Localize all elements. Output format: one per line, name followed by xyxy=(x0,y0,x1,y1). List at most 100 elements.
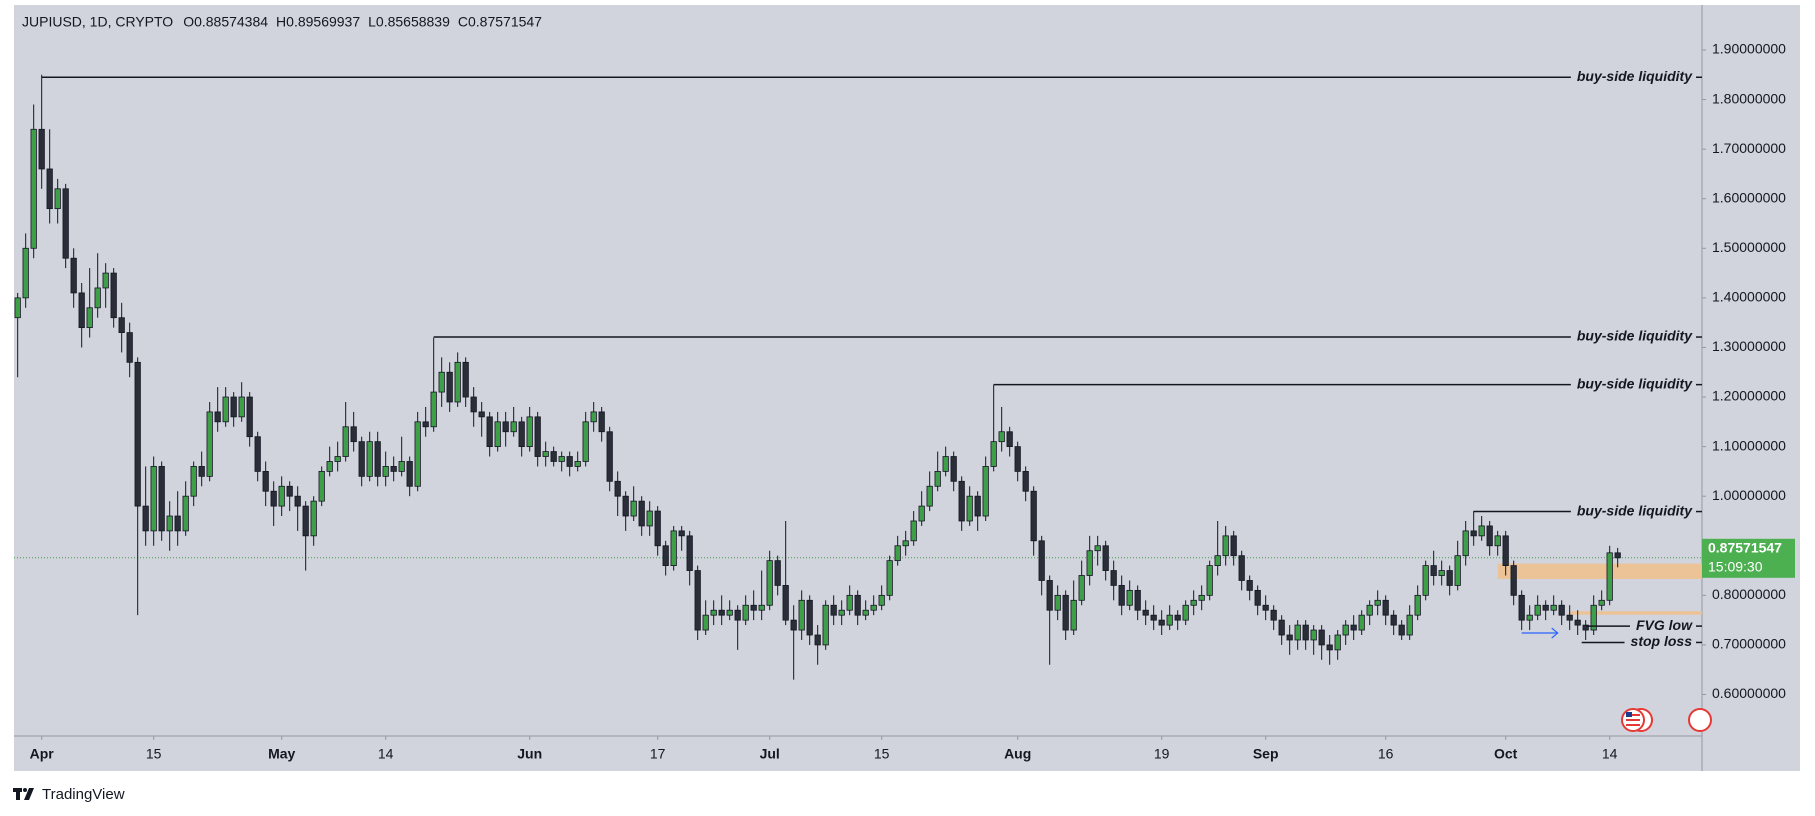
candle-body xyxy=(1102,545,1109,571)
y-tick-label: 1.60000000 xyxy=(1712,189,1786,205)
candle-body xyxy=(1574,619,1581,626)
candle-body xyxy=(1126,589,1133,606)
logo-part xyxy=(24,788,34,800)
candle-body xyxy=(862,609,869,616)
x-tick-label: 14 xyxy=(378,746,394,762)
candle-body xyxy=(1430,565,1437,576)
candle-body xyxy=(558,456,565,462)
candle-body xyxy=(46,168,53,210)
candle-body xyxy=(630,500,637,517)
candle-body xyxy=(1254,589,1261,606)
candle-body xyxy=(30,128,37,249)
candle-body xyxy=(1150,614,1157,621)
event-icons[interactable] xyxy=(1621,708,1712,732)
candle-body xyxy=(286,485,293,497)
candle-body xyxy=(366,441,373,477)
candle-body xyxy=(1438,570,1445,576)
candle-body xyxy=(966,495,973,522)
candle-body xyxy=(710,609,717,616)
candle-body xyxy=(1014,446,1021,472)
x-tick-label: Sep xyxy=(1253,746,1279,762)
candle-body xyxy=(1454,555,1461,586)
candle-body xyxy=(798,599,805,631)
candle-body xyxy=(214,411,221,423)
candle-body xyxy=(1070,599,1077,631)
order-block-zone xyxy=(1569,611,1702,615)
x-tick-label: 16 xyxy=(1378,746,1394,762)
x-tick-label: 17 xyxy=(650,746,666,762)
candle-body xyxy=(662,545,669,566)
candle-body xyxy=(790,619,797,631)
y-tick-label: 0.60000000 xyxy=(1712,685,1786,701)
candle-body xyxy=(670,530,677,566)
candle-body xyxy=(1294,624,1301,641)
candle-body xyxy=(1358,614,1365,631)
y-tick-label: 0.80000000 xyxy=(1712,586,1786,602)
candle-body xyxy=(1566,614,1573,621)
candle-body xyxy=(222,396,229,423)
candle-body xyxy=(1422,565,1429,596)
candle-body xyxy=(134,361,141,507)
candle-body xyxy=(1166,614,1173,626)
candle-body xyxy=(270,490,277,507)
flag-stripe xyxy=(1626,714,1640,716)
legend-low: L0.85658839 xyxy=(368,14,450,30)
candle-body xyxy=(1398,624,1405,636)
candle-body xyxy=(574,461,581,467)
candle-body xyxy=(846,594,853,611)
candle-body xyxy=(126,332,133,363)
logo-part xyxy=(16,788,20,800)
candle-body xyxy=(1006,431,1013,448)
candles-layer xyxy=(14,74,1621,680)
candle-body xyxy=(974,495,981,517)
candle-body xyxy=(334,456,341,462)
candle-body xyxy=(174,515,181,532)
candle-body xyxy=(190,466,197,497)
logo-part xyxy=(23,788,27,792)
candle-body xyxy=(78,292,85,329)
candle-body xyxy=(1318,629,1325,646)
event-icon[interactable] xyxy=(1688,708,1712,732)
candle-body xyxy=(902,540,909,547)
candle-body xyxy=(1262,604,1269,611)
candle-body xyxy=(1558,604,1565,616)
candle-body xyxy=(230,396,237,418)
candle-body xyxy=(1158,619,1165,626)
candle-body xyxy=(486,416,493,448)
candle-body xyxy=(38,128,45,170)
candle-body xyxy=(998,431,1005,443)
candle-body xyxy=(1142,609,1149,616)
candle-body xyxy=(1030,490,1037,542)
candle-body xyxy=(246,396,253,438)
candle-body xyxy=(782,585,789,621)
candle-body xyxy=(166,515,173,532)
candle-body xyxy=(94,287,101,309)
candle-body xyxy=(1478,525,1485,537)
candle-body xyxy=(1374,599,1381,606)
candle-body xyxy=(1334,634,1341,651)
x-tick-label: Jul xyxy=(760,746,780,762)
candle-body xyxy=(302,505,309,537)
candle-body xyxy=(582,421,589,462)
candle-body xyxy=(1134,589,1141,611)
candle-body xyxy=(622,495,629,517)
candle-body xyxy=(1190,599,1197,606)
candle-body xyxy=(646,510,653,527)
chart-title: JUPIUSD, 1D, CRYPTO xyxy=(22,14,173,30)
candle-body xyxy=(22,247,29,299)
candle-body xyxy=(894,545,901,562)
y-tick-label: 1.80000000 xyxy=(1712,90,1786,106)
candle-body xyxy=(566,456,573,467)
candle-body xyxy=(830,604,837,616)
candle-body xyxy=(598,411,605,433)
candle-body xyxy=(390,466,397,472)
candle-body xyxy=(1222,535,1229,557)
candle-body xyxy=(1182,604,1189,621)
annotation-label: FVG low xyxy=(1636,617,1693,633)
chart-panel xyxy=(14,5,1800,771)
candle-body xyxy=(1198,594,1205,601)
candle-body xyxy=(294,495,301,507)
y-tick-label: 1.90000000 xyxy=(1712,41,1786,57)
